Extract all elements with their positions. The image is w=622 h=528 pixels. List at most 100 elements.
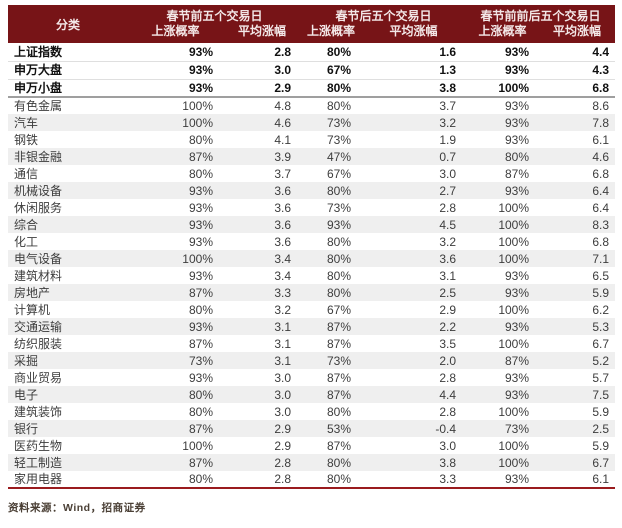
value-cell: 93% bbox=[466, 131, 540, 148]
category-cell: 上证指数 bbox=[8, 43, 128, 62]
value-cell: 100% bbox=[466, 250, 540, 267]
value-cell: 93% bbox=[128, 182, 223, 199]
value-cell: 80% bbox=[128, 301, 223, 318]
value-cell: 2.8 bbox=[361, 199, 467, 216]
value-cell: 80% bbox=[301, 454, 362, 471]
value-cell: 100% bbox=[466, 454, 540, 471]
value-cell: 3.6 bbox=[223, 233, 302, 250]
table-row: 申万小盘 93% 2.9 80% 3.8 100% 6.8 bbox=[8, 79, 616, 98]
value-cell: 80% bbox=[128, 131, 223, 148]
value-cell: 5.7 bbox=[539, 369, 616, 386]
value-cell: 93% bbox=[128, 318, 223, 335]
value-cell: 6.8 bbox=[539, 233, 616, 250]
value-cell: 80% bbox=[301, 43, 362, 62]
value-cell: 6.8 bbox=[539, 165, 616, 182]
value-cell: 3.1 bbox=[361, 267, 467, 284]
value-cell: 100% bbox=[466, 301, 540, 318]
value-cell: 4.3 bbox=[539, 61, 616, 80]
value-cell: 67% bbox=[301, 301, 362, 318]
value-cell: 93% bbox=[466, 318, 540, 335]
table-row: 交通运输 93% 3.1 87% 2.2 93% 5.3 bbox=[8, 318, 616, 335]
sub-header-average-gain: 平均涨幅 bbox=[539, 23, 616, 43]
table-row: 通信 80% 3.7 67% 3.0 87% 6.8 bbox=[8, 165, 616, 182]
value-cell: 2.9 bbox=[223, 79, 302, 98]
value-cell: 67% bbox=[301, 165, 362, 182]
value-cell: 47% bbox=[301, 148, 362, 165]
value-cell: 2.9 bbox=[361, 301, 467, 318]
value-cell: 100% bbox=[466, 437, 540, 454]
value-cell: 100% bbox=[466, 335, 540, 352]
value-cell: 93% bbox=[128, 369, 223, 386]
value-cell: 3.2 bbox=[223, 301, 302, 318]
category-cell: 医药生物 bbox=[8, 437, 128, 454]
value-cell: 87% bbox=[301, 386, 362, 403]
value-cell: 93% bbox=[301, 216, 362, 233]
value-cell: 93% bbox=[466, 61, 540, 80]
value-cell: 87% bbox=[128, 454, 223, 471]
value-cell: 2.9 bbox=[223, 437, 302, 454]
table-row: 商业贸易 93% 3.0 87% 2.8 93% 5.7 bbox=[8, 369, 616, 386]
value-cell: 87% bbox=[466, 165, 540, 182]
category-cell: 非银金融 bbox=[8, 148, 128, 165]
value-cell: 6.8 bbox=[539, 79, 616, 98]
value-cell: 80% bbox=[301, 284, 362, 301]
value-cell: 3.9 bbox=[223, 148, 302, 165]
value-cell: 100% bbox=[466, 199, 540, 216]
value-cell: 93% bbox=[128, 199, 223, 216]
value-cell: 93% bbox=[128, 233, 223, 250]
value-cell: 80% bbox=[128, 165, 223, 182]
table-row: 电子 80% 3.0 87% 4.4 93% 7.5 bbox=[8, 386, 616, 403]
value-cell: 87% bbox=[301, 437, 362, 454]
value-cell: 2.2 bbox=[361, 318, 467, 335]
category-column-header: 分类 bbox=[8, 5, 128, 43]
table-row: 银行 87% 2.9 53% -0.4 73% 2.5 bbox=[8, 420, 616, 437]
value-cell: 5.2 bbox=[539, 352, 616, 369]
value-cell: 80% bbox=[128, 403, 223, 420]
value-cell: 80% bbox=[301, 233, 362, 250]
table-row: 综合 93% 3.6 93% 4.5 100% 8.3 bbox=[8, 216, 616, 233]
category-cell: 计算机 bbox=[8, 301, 128, 318]
value-cell: 73% bbox=[301, 114, 362, 131]
value-cell: 87% bbox=[128, 420, 223, 437]
value-cell: 73% bbox=[301, 352, 362, 369]
value-cell: 2.8 bbox=[223, 454, 302, 471]
value-cell: 6.7 bbox=[539, 335, 616, 352]
table-row: 申万大盘 93% 3.0 67% 1.3 93% 4.3 bbox=[8, 61, 616, 80]
value-cell: 100% bbox=[128, 437, 223, 454]
value-cell: 6.2 bbox=[539, 301, 616, 318]
sub-header-rise-probability: 上涨概率 bbox=[128, 23, 223, 43]
value-cell: 67% bbox=[301, 61, 362, 80]
value-cell: 53% bbox=[301, 420, 362, 437]
value-cell: 5.9 bbox=[539, 403, 616, 420]
value-cell: 3.8 bbox=[361, 79, 467, 98]
category-cell: 电子 bbox=[8, 386, 128, 403]
value-cell: 93% bbox=[128, 79, 223, 98]
value-cell: 3.2 bbox=[361, 233, 467, 250]
value-cell: 100% bbox=[128, 114, 223, 131]
value-cell: 93% bbox=[128, 216, 223, 233]
value-cell: 93% bbox=[466, 471, 540, 489]
value-cell: 3.0 bbox=[223, 386, 302, 403]
value-cell: 3.3 bbox=[361, 471, 467, 489]
value-cell: 80% bbox=[128, 386, 223, 403]
value-cell: 2.8 bbox=[223, 471, 302, 489]
value-cell: 80% bbox=[466, 148, 540, 165]
value-cell: 4.1 bbox=[223, 131, 302, 148]
value-cell: 6.7 bbox=[539, 454, 616, 471]
value-cell: 3.0 bbox=[361, 437, 467, 454]
value-cell: 4.8 bbox=[223, 97, 302, 114]
category-cell: 商业贸易 bbox=[8, 369, 128, 386]
category-cell: 银行 bbox=[8, 420, 128, 437]
value-cell: 100% bbox=[128, 97, 223, 114]
value-cell: 8.3 bbox=[539, 216, 616, 233]
value-cell: 93% bbox=[466, 267, 540, 284]
category-cell: 家用电器 bbox=[8, 471, 128, 489]
value-cell: 87% bbox=[128, 148, 223, 165]
category-cell: 通信 bbox=[8, 165, 128, 182]
value-cell: 6.4 bbox=[539, 199, 616, 216]
sub-header-row: 上涨概率 平均涨幅 上涨概率 平均涨幅 上涨概率 平均涨幅 bbox=[8, 23, 616, 43]
value-cell: 2.8 bbox=[361, 369, 467, 386]
value-cell: 3.3 bbox=[223, 284, 302, 301]
category-cell: 化工 bbox=[8, 233, 128, 250]
value-cell: 2.5 bbox=[539, 420, 616, 437]
